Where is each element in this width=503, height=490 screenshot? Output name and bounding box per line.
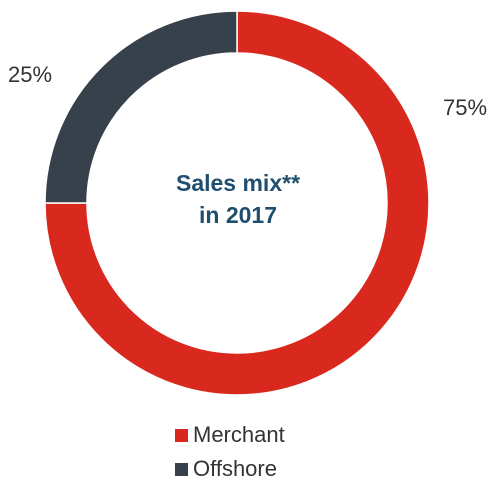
slice-label-offshore: 25%	[8, 62, 53, 87]
donut-slice-offshore	[44, 10, 238, 204]
legend: Merchant Offshore	[175, 420, 285, 488]
chart-title: Sales mix** in 2017	[98, 167, 378, 231]
slice-label-merchant: 75%	[443, 95, 488, 120]
legend-label-merchant: Merchant	[193, 422, 285, 447]
chart-title-line-1: Sales mix**	[175, 170, 301, 196]
chart-title-line-2: in 2017	[199, 202, 277, 228]
legend-item-offshore: Offshore	[175, 454, 285, 484]
legend-swatch-offshore	[175, 462, 188, 476]
donut-slice-merchant	[44, 10, 430, 396]
legend-swatch-merchant	[175, 428, 188, 442]
legend-item-merchant: Merchant	[175, 420, 285, 450]
legend-label-offshore: Offshore	[193, 456, 277, 481]
